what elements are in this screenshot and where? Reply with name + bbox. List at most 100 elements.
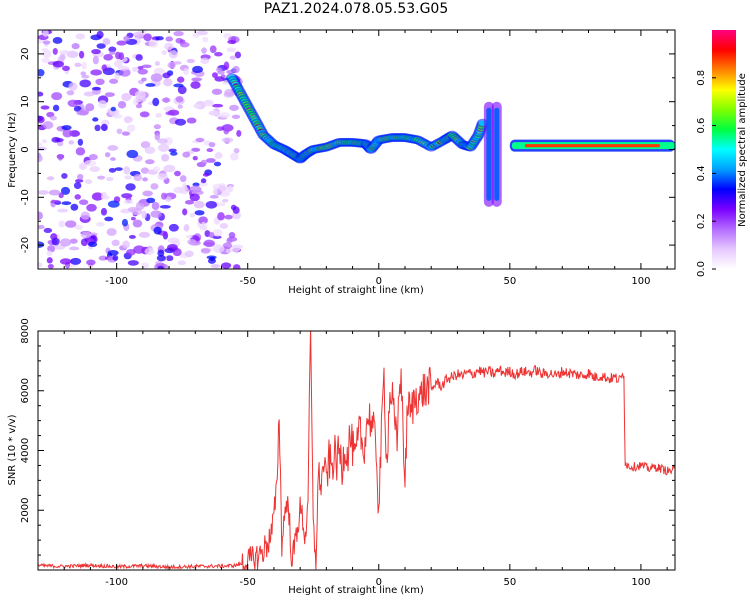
noise-blob (68, 246, 80, 251)
noise-blob (57, 154, 63, 161)
noise-blob (226, 47, 236, 53)
noise-blob (219, 201, 226, 207)
noise-blob (155, 36, 164, 41)
noise-blob (186, 117, 197, 124)
noise-blob (42, 121, 54, 130)
noise-blob (81, 74, 90, 79)
noise-blob (165, 196, 172, 202)
noise-blob (168, 148, 177, 153)
noise-blob (193, 200, 205, 209)
noise-blob (222, 198, 229, 203)
noise-blob (81, 61, 87, 70)
noise-blob (106, 176, 114, 182)
noise-blob (38, 154, 43, 163)
spectrogram-y-tick-label: 20 (20, 48, 31, 61)
snr-x-tick-label: 0 (376, 577, 382, 588)
noise-blob (38, 211, 43, 220)
noise-blob (159, 204, 171, 209)
noise-blob (98, 100, 107, 109)
noise-blob (128, 234, 136, 239)
noise-blob (74, 194, 81, 200)
noise-blob (106, 228, 117, 236)
noise-blob (79, 199, 89, 206)
noise-blob (52, 37, 63, 44)
noise-blob (220, 262, 232, 269)
colorbar-gradient (712, 30, 736, 269)
noise-blob (134, 90, 146, 100)
noise-blob (209, 256, 216, 261)
noise-blob (156, 254, 166, 262)
noise-blob (174, 118, 187, 126)
spectrogram-ylabel: Frequency (Hz) (7, 112, 18, 188)
noise-blob (132, 66, 138, 72)
colorbar-label: Normalized spectral amplitude (737, 73, 748, 227)
noise-blob (175, 95, 184, 103)
noise-blob (51, 92, 63, 101)
noise-blob (208, 141, 216, 148)
noise-blob (110, 157, 116, 161)
noise-blob (91, 86, 101, 91)
noise-blob (116, 128, 123, 135)
noise-blob (203, 239, 216, 248)
noise-blob (211, 88, 223, 95)
ridge-vertical-core (494, 107, 500, 201)
noise-blob (232, 264, 241, 269)
noise-blob (182, 151, 191, 158)
noise-blob (133, 174, 143, 182)
noise-blob (214, 76, 225, 82)
noise-blob (165, 36, 173, 42)
noise-blob (75, 178, 84, 183)
noise-blob (192, 65, 204, 74)
noise-blob (110, 106, 117, 112)
noise-blob (115, 51, 121, 60)
noise-blob (213, 161, 222, 167)
noise-blob (164, 42, 174, 51)
noise-blob (192, 103, 202, 109)
spectrogram-y-tick-label: -20 (20, 237, 31, 253)
noise-blob (203, 101, 215, 107)
noise-blob (100, 123, 108, 132)
noise-blob (41, 48, 49, 52)
noise-blob (132, 31, 145, 37)
noise-blob (219, 222, 229, 229)
snr-plot-area (38, 331, 675, 570)
noise-blob (198, 216, 208, 225)
noise-blob (138, 199, 147, 204)
noise-blob (182, 208, 188, 216)
noise-blob (192, 182, 200, 187)
noise-blob (38, 91, 44, 97)
noise-blob (50, 199, 61, 204)
ridge-vertical-core (486, 107, 492, 201)
noise-blob (124, 175, 132, 180)
noise-blob (96, 30, 104, 39)
noise-blob (165, 255, 174, 262)
noise-blob (61, 125, 72, 131)
noise-blob (91, 192, 104, 201)
noise-blob (236, 130, 242, 137)
noise-blob (218, 185, 227, 192)
noise-blob (234, 51, 242, 59)
noise-blob (166, 243, 178, 251)
noise-blob (108, 167, 117, 173)
noise-blob (104, 152, 111, 158)
noise-blob (90, 69, 102, 76)
noise-blob (38, 142, 43, 147)
noise-blob (46, 176, 55, 181)
noise-blob (179, 41, 190, 48)
noise-blob (107, 200, 120, 208)
noise-blob (148, 39, 159, 48)
snr-x-tick-label: 100 (631, 577, 650, 588)
noise-blob (200, 57, 210, 65)
colorbar-tick-label: 0.6 (696, 118, 707, 134)
noise-blob (38, 190, 49, 195)
noise-blob (86, 259, 96, 266)
noise-blob (208, 231, 215, 239)
noise-blob (42, 30, 49, 37)
noise-blob (139, 111, 150, 118)
noise-blob (144, 247, 155, 255)
noise-blob (157, 173, 168, 181)
noise-blob (57, 208, 69, 213)
noise-blob (123, 116, 133, 124)
noise-blob (47, 263, 54, 269)
noise-blob (195, 137, 205, 143)
